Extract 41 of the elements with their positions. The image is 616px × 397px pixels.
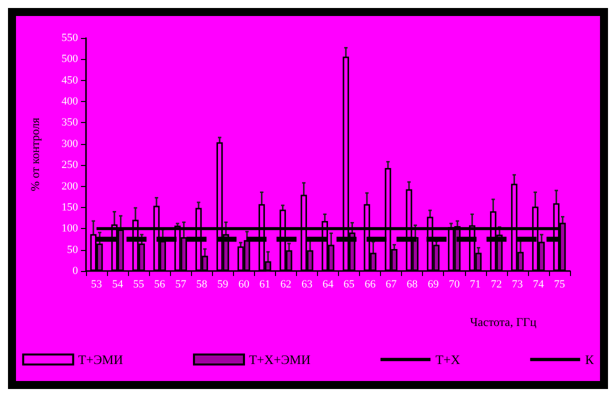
x-tick-label: 65 (344, 278, 356, 290)
y-tick-label: 350 (62, 116, 78, 129)
y-tick-label: 50 (67, 244, 78, 256)
x-tick-label: 54 (112, 278, 124, 290)
x-tick-label: 72 (490, 278, 502, 290)
y-tick-label: 300 (62, 138, 78, 150)
x-tick-label: 74 (532, 278, 544, 290)
y-tick-label: 100 (62, 222, 78, 235)
x-tick-label: 70 (448, 278, 460, 290)
y-tick-label: 250 (62, 159, 78, 172)
x-tick-label: 58 (196, 278, 208, 290)
y-tick-label: 450 (62, 74, 78, 86)
x-tick-label: 59 (217, 278, 229, 290)
x-tick-label: 57 (175, 278, 187, 290)
x-tick-label: 69 (428, 278, 440, 290)
y-tick-label: 400 (62, 96, 78, 108)
x-tick-label: 66 (364, 278, 376, 290)
x-axis-title: Частота, ГГц (470, 315, 537, 329)
y-tick-label: 200 (62, 180, 78, 192)
x-tick-label: 56 (154, 278, 166, 290)
x-tick-label: 68 (406, 278, 418, 290)
legend-label: Т+Х+ЭМИ (248, 352, 311, 367)
x-tick-label: 60 (238, 278, 250, 290)
legend-label: К (585, 352, 594, 367)
y-tick-label: 500 (62, 53, 78, 66)
y-tick-label: 150 (62, 201, 78, 214)
y-tick-label: 550 (62, 32, 78, 44)
x-tick-label: 61 (259, 278, 270, 290)
x-tick-label: 63 (301, 278, 313, 290)
x-tick-label: 55 (133, 278, 145, 290)
x-tick-label: 73 (512, 278, 524, 290)
y-tick-label: 0 (72, 265, 78, 277)
x-tick-label: 71 (470, 278, 481, 290)
x-tick-label: 62 (280, 278, 292, 290)
y-axis-title: % от контроля (28, 117, 42, 192)
x-tick-label: 67 (386, 278, 398, 290)
legend-label: Т+Х (435, 352, 461, 367)
legend-label: Т+ЭМИ (78, 352, 123, 367)
x-tick-label: 53 (91, 278, 103, 290)
x-tick-label: 75 (554, 278, 566, 290)
x-tick-label: 64 (322, 278, 334, 290)
